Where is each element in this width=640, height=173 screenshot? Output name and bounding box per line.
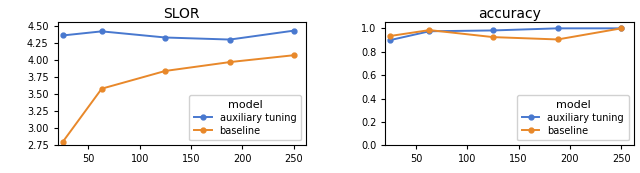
baseline — [59, 141, 67, 143]
auxiliary tuning — [98, 30, 106, 32]
baseline — [489, 36, 497, 38]
auxiliary tuning — [618, 27, 625, 29]
Line: auxiliary tuning: auxiliary tuning — [60, 28, 296, 42]
auxiliary tuning — [387, 39, 394, 41]
Title: SLOR: SLOR — [163, 7, 200, 21]
auxiliary tuning — [226, 39, 234, 41]
baseline — [98, 88, 106, 90]
Legend: auxiliary tuning, baseline: auxiliary tuning, baseline — [189, 95, 301, 140]
baseline — [161, 70, 169, 72]
auxiliary tuning — [554, 27, 561, 29]
auxiliary tuning — [59, 34, 67, 37]
baseline — [290, 54, 298, 56]
Legend: auxiliary tuning, baseline: auxiliary tuning, baseline — [517, 95, 628, 140]
baseline — [387, 35, 394, 37]
Line: baseline: baseline — [388, 26, 624, 42]
baseline — [226, 61, 234, 63]
baseline — [426, 29, 433, 31]
auxiliary tuning — [290, 30, 298, 32]
Title: accuracy: accuracy — [478, 7, 541, 21]
Line: baseline: baseline — [60, 53, 296, 144]
baseline — [618, 27, 625, 29]
Line: auxiliary tuning: auxiliary tuning — [388, 26, 624, 42]
auxiliary tuning — [489, 29, 497, 31]
auxiliary tuning — [426, 30, 433, 32]
baseline — [554, 38, 561, 40]
auxiliary tuning — [161, 37, 169, 39]
